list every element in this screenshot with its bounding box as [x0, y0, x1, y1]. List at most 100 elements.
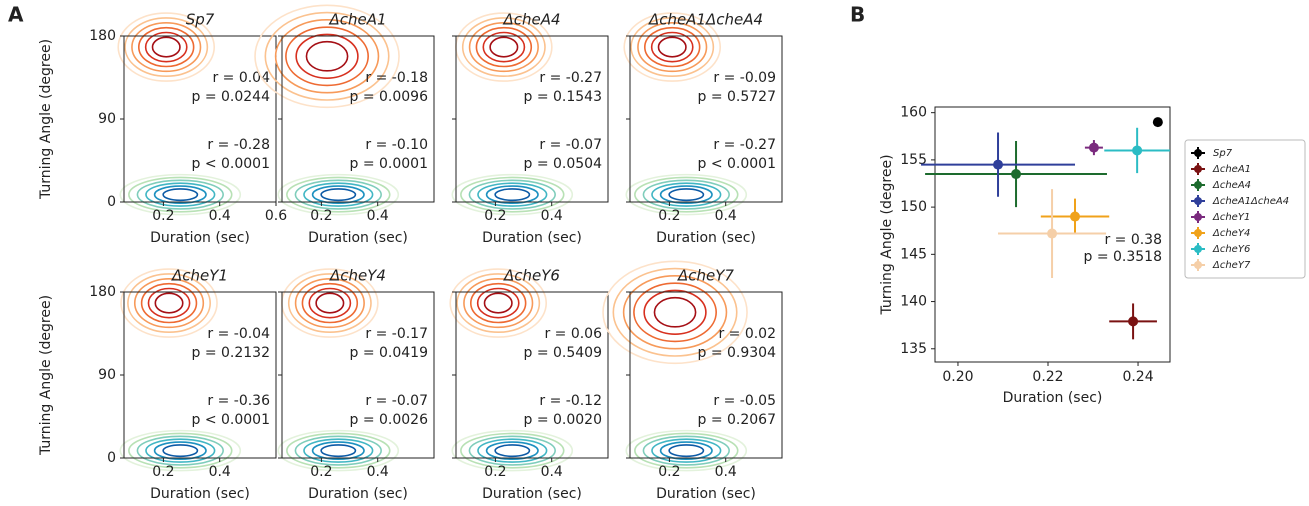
legend-swatch	[1194, 197, 1202, 205]
contour	[642, 179, 730, 210]
contour	[469, 282, 527, 324]
annotation: p = 0.0020	[523, 412, 602, 428]
contour	[637, 21, 708, 73]
contour	[634, 432, 739, 469]
contour	[151, 36, 181, 58]
contour	[286, 176, 391, 213]
contour	[311, 441, 365, 460]
contour	[477, 438, 548, 463]
y-tick-label: 90	[98, 111, 116, 127]
plot-title: ΔcheY7	[677, 267, 734, 285]
contour	[294, 277, 365, 329]
contour	[625, 173, 748, 216]
contour	[170, 190, 190, 199]
contour	[137, 26, 195, 68]
annotation: r = -0.27	[539, 70, 602, 86]
annotation: p = 0.0504	[523, 156, 602, 172]
legend-label: Sp7	[1213, 148, 1233, 159]
contour	[254, 4, 400, 109]
x-axis-label: Duration (sec)	[308, 230, 408, 246]
plot-title: ΔcheA1ΔcheA4	[648, 11, 763, 29]
contour	[663, 304, 687, 321]
y-tick-label: 180	[89, 284, 116, 300]
x-tick-label: 0.4	[367, 208, 389, 224]
contour	[158, 41, 174, 53]
annotation: p = 0.3518	[1083, 249, 1162, 265]
contour	[127, 273, 211, 334]
contour	[477, 182, 548, 207]
x-tick-label: 0.2	[658, 208, 680, 224]
contour	[153, 441, 207, 460]
x-tick-label: 0.2	[484, 208, 506, 224]
contour	[664, 41, 680, 53]
x-tick-label: 0.2	[484, 464, 506, 480]
legend-swatch	[1194, 165, 1202, 173]
contour	[476, 287, 520, 319]
annotation: r = 0.02	[718, 326, 776, 342]
y-tick-label: 145	[900, 246, 927, 262]
y-tick-label: 90	[98, 367, 116, 383]
contour	[483, 292, 513, 314]
contour	[128, 432, 233, 469]
legend-swatch	[1194, 261, 1202, 269]
contour	[311, 185, 365, 204]
contour	[133, 277, 205, 329]
contour	[328, 446, 348, 455]
annotation: r = -0.10	[365, 137, 428, 153]
contour	[303, 438, 374, 463]
legend-swatch	[1194, 149, 1202, 157]
contour	[131, 21, 202, 73]
contour	[485, 185, 539, 204]
contour	[264, 11, 390, 101]
legend-label: ΔcheY6	[1212, 244, 1250, 255]
y-tick-label: 150	[900, 199, 927, 215]
contour	[140, 282, 198, 324]
y-tick-label: 140	[900, 294, 927, 310]
plot-title: ΔcheY1	[171, 267, 228, 285]
legend-label: ΔcheA1ΔcheA4	[1212, 196, 1289, 207]
legend-label: ΔcheY7	[1212, 260, 1251, 271]
x-tick-label: 0.4	[209, 464, 231, 480]
annotation: r = -0.17	[365, 326, 428, 342]
x-tick-label: 0.2	[152, 464, 174, 480]
point	[1088, 142, 1099, 153]
legend-label: ΔcheY4	[1212, 228, 1250, 239]
legend-label: ΔcheA4	[1212, 180, 1251, 191]
y-axis-label: Turning Angle (degree)	[879, 154, 895, 315]
contour	[502, 190, 522, 199]
x-tick-label: 0.4	[541, 464, 563, 480]
contour	[315, 292, 345, 314]
x-tick-label: 0.4	[541, 208, 563, 224]
annotation: p = 0.2132	[191, 345, 270, 361]
axes-frame	[934, 106, 1171, 363]
y-tick-label: 0	[107, 450, 116, 466]
contour	[494, 444, 531, 458]
contour	[622, 275, 728, 350]
x-axis-label: Duration (sec)	[482, 230, 582, 246]
annotation: r = 0.38	[1104, 232, 1162, 248]
contour	[650, 31, 694, 63]
x-tick-label: 0.2	[152, 208, 174, 224]
x-axis-label: Duration (sec)	[308, 486, 408, 502]
contour	[657, 36, 687, 58]
contour	[287, 273, 372, 334]
x-axis-label: Duration (sec)	[656, 230, 756, 246]
contour	[502, 446, 522, 455]
contour	[633, 282, 717, 343]
x-axis-label: Duration (sec)	[656, 486, 756, 502]
x-tick-label: 0.24	[1122, 369, 1153, 385]
contour	[623, 12, 722, 82]
contour	[449, 268, 548, 338]
contour	[274, 19, 380, 94]
y-tick-label: 135	[900, 341, 927, 357]
contour	[485, 441, 539, 460]
contour	[463, 277, 534, 329]
panel-label: A	[8, 3, 24, 27]
contour	[145, 182, 216, 207]
contour	[170, 446, 190, 455]
contour	[676, 190, 696, 199]
contour	[285, 26, 369, 87]
annotation: p = 0.1543	[523, 89, 602, 105]
y-tick-label: 160	[900, 105, 927, 121]
contour	[119, 173, 242, 216]
